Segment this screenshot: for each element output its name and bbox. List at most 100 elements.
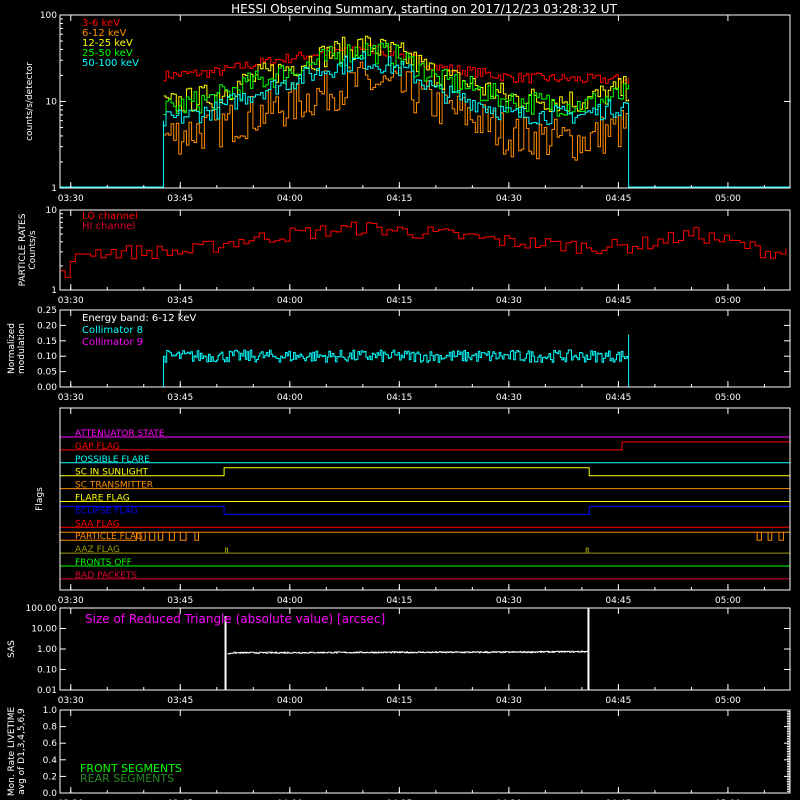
flag-label-bad-packets: BAD PACKETS	[75, 571, 137, 581]
particle-xtick-label: 04:30	[496, 296, 522, 306]
sas-xtick-label: 04:15	[386, 696, 412, 706]
modulation-panel: 03:30 03:45 04:00 04:15 04:30 04:45 05:00 0.00 0…	[7, 306, 791, 403]
flags-xtick-label: 04:00	[277, 596, 303, 606]
flags-xtick-label: 03:45	[167, 596, 193, 606]
panels: 03:30 03:45 04:00 04:15 04:30 04:45 05:0011010…	[7, 11, 791, 800]
legend-6-12-kev: 6-12 keV	[82, 28, 126, 39]
livetime-ytick-label: 0.2	[43, 772, 57, 782]
mod-xtick-label: 04:45	[605, 393, 631, 403]
count-ytick-label: 10	[46, 98, 58, 108]
mod-frame	[59, 309, 791, 388]
flags-panel: ATTENUATOR STATE GAP FLAG POSSIBLE FLARE SC…	[35, 407, 791, 606]
series-reduced-triangle	[227, 650, 588, 655]
count-xtick-label: 05:00	[715, 194, 741, 204]
series-50-100-kev	[163, 51, 630, 127]
legend-collimator-9: Collimator 9	[82, 337, 143, 348]
legend-rear-segments: REAR SEGMENTS	[80, 772, 174, 785]
flags-xtick-label: 04:30	[496, 596, 522, 606]
livetime-ytick-label: 0.0	[43, 789, 58, 799]
legend-12-25-kev: 12-25 keV	[82, 38, 133, 49]
flags-xtick-label: 04:45	[605, 596, 631, 606]
particle-rate-panel: 03:30 03:45 04:00 04:15 04:30 04:45 05:00 1 10 PA…	[18, 206, 791, 306]
count-xtick-label: 04:00	[277, 194, 303, 204]
particle-xtick-label: 04:45	[605, 296, 631, 306]
count-xtick-label: 04:45	[605, 194, 631, 204]
series-6-12-kev	[163, 61, 630, 161]
legend-collimator-8: Collimator 8	[82, 325, 143, 336]
particle-flag-dip	[179, 532, 187, 541]
mod-ytick-label: 0.00	[37, 383, 57, 393]
mod-xtick-label: 03:30	[58, 393, 84, 403]
count-frame	[59, 14, 791, 189]
count-ytick-label: 1	[51, 184, 57, 194]
sas-xtick-label: 03:45	[167, 696, 193, 706]
legend-lo-channel: LO channel	[82, 211, 138, 222]
mod-ytick-label: 0.10	[37, 352, 57, 362]
series-25-50-kev	[163, 42, 630, 117]
flags-xtick-label: 04:15	[386, 596, 412, 606]
particle-flag-dip	[194, 532, 200, 541]
flag-label-fronts-off: FRONTS OFF	[75, 558, 132, 568]
aaz-flag-blip	[585, 547, 589, 554]
particle-flag-dip	[756, 532, 763, 541]
flags-xtick-label: 03:30	[58, 596, 84, 606]
livetime-ytick-label: 1.0	[43, 706, 58, 716]
mod-ylabel: modulation	[17, 323, 27, 374]
particle-flag-dip	[767, 532, 773, 541]
livetime-ytick-label: 0.8	[43, 723, 58, 733]
sas-ytick-label: 10.00	[31, 625, 57, 635]
mod-xtick-label: 05:00	[715, 393, 741, 403]
flag-line-eclipse-flag	[59, 505, 790, 515]
series-3-6-kev	[163, 44, 630, 84]
livetime-ylabel: Mon. Rate LIVETIME	[7, 707, 17, 797]
mod-xtick-label: 04:30	[496, 393, 522, 403]
sas-ylabel: SAS	[7, 640, 17, 658]
livetime-panel: 03:3003:4504:0004:1504:3004:4505:000.00.…	[7, 706, 791, 800]
particle-ytick-label: 1	[51, 286, 57, 296]
particle-xtick-label: 05:00	[715, 296, 741, 306]
flags-frame	[59, 407, 791, 591]
figure-title: HESSI Observing Summary, starting on 201…	[231, 2, 617, 16]
flag-label-sc-in-sunlight: SC IN SUNLIGHT	[75, 468, 149, 478]
sas-ytick-label: 1.00	[37, 645, 57, 655]
particle-ytick-label: 10	[46, 206, 58, 216]
mod-xtick-label: 04:00	[277, 393, 303, 403]
count-xtick-label: 03:30	[58, 194, 84, 204]
mod-ylabel: Normalized	[7, 323, 17, 374]
count-ylabel: counts/s/detector	[25, 62, 35, 141]
sas-xtick-label: 03:30	[58, 696, 84, 706]
flag-label-particle-flag: PARTICLE FLAG	[75, 532, 143, 542]
particle-xtick-label: 03:45	[167, 296, 193, 306]
mod-xtick-label: 04:15	[386, 393, 412, 403]
flags-ylabel: Flags	[35, 487, 45, 511]
series-lo-channel	[60, 221, 787, 278]
legend-hi-channel: HI channel	[82, 221, 135, 232]
flag-label-eclipse-flag: ECLIPSE FLAG	[75, 506, 138, 516]
series-collimator-8	[163, 349, 629, 363]
particle-xtick-label: 03:30	[58, 296, 84, 306]
mod-xtick-label: 03:45	[167, 393, 193, 403]
flag-label-attenuator-state: ATTENUATOR STATE	[75, 429, 165, 439]
legend-front-segments: FRONT SEGMENTS	[80, 762, 182, 775]
flag-label-sc-transmitter: SC TRANSMITTER	[75, 481, 153, 491]
particle-frame	[59, 209, 791, 291]
flag-label-aaz-flag: AAZ FLAG	[75, 545, 120, 555]
particle-flag-dip	[157, 532, 164, 541]
flag-line-sc-in-sunlight	[59, 467, 790, 477]
sas-xtick-label: 04:45	[605, 696, 631, 706]
legend-3-6-kev: 3-6 keV	[82, 18, 120, 29]
sas-ytick-label: 0.01	[37, 686, 57, 696]
flag-label-possible-flare: POSSIBLE FLARE	[75, 455, 150, 465]
flag-label-flare-flag: FLARE FLAG	[75, 494, 130, 504]
particle-xtick-label: 04:15	[386, 296, 412, 306]
particle-flag-dip	[778, 532, 784, 541]
legend-50-100-kev: 50-100 keV	[82, 58, 139, 69]
energy-band-annotation: Energy band: 6-12 keV	[82, 313, 196, 324]
count-xtick-label: 03:45	[167, 194, 193, 204]
sas-annotation: Size of Reduced Triangle (absolute value…	[85, 612, 385, 626]
mod-ytick-label: 0.25	[37, 306, 57, 316]
mod-ytick-label: 0.05	[37, 368, 57, 378]
flag-line-gap-flag	[59, 441, 790, 451]
sas-xtick-label: 05:00	[715, 696, 741, 706]
